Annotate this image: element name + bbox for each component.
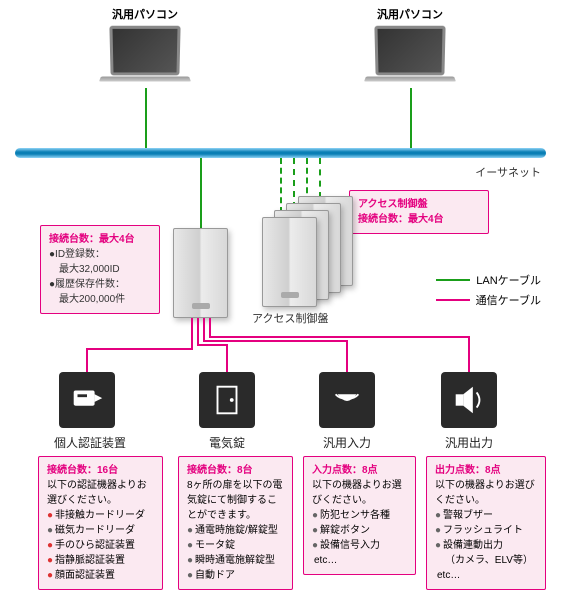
ethernet-bus <box>15 148 546 158</box>
output-label: 汎用出力 <box>419 434 519 451</box>
input-icon <box>319 372 375 428</box>
auth-device-icon <box>59 372 115 428</box>
legend-lan-label: LANケーブル <box>476 272 541 288</box>
lock-label: 電気錠 <box>177 434 277 451</box>
box-auth: 接続台数：16台 以下の認証機器よりお選びください。 非接触カードリーダ 磁気カ… <box>38 456 163 590</box>
laptop-right-label: 汎用パソコン <box>360 6 460 22</box>
lan-line-dotted <box>280 158 282 213</box>
lan-line <box>410 88 412 148</box>
input-label: 汎用入力 <box>297 434 397 451</box>
controller-main-icon <box>173 228 228 318</box>
laptop-left-label: 汎用パソコン <box>95 6 195 22</box>
legend-lan-line <box>436 279 470 281</box>
lan-line-dotted <box>319 158 321 198</box>
box-input: 入力点数：8点 以下の機器よりお選びください。 防犯センサ各種 解錠ボタン 設備… <box>303 456 416 575</box>
lan-line <box>200 158 202 228</box>
box-access-line1: アクセス制御盤 <box>358 197 480 212</box>
comm-line <box>209 336 470 338</box>
comm-line <box>203 340 348 342</box>
legend-lan: LANケーブル <box>436 272 541 288</box>
output-icon <box>441 372 497 428</box>
box-output: 出力点数：8点 以下の機器よりお選びください。 警報ブザー フラッシュライト 設… <box>426 456 546 590</box>
controller-group-label: アクセス制御盤 <box>252 310 328 326</box>
comm-line <box>203 318 205 340</box>
box-left-head: 接続台数：最大4台 <box>49 232 151 247</box>
controller-icon <box>262 217 317 307</box>
ethernet-label: イーサネット <box>475 164 541 180</box>
lan-line <box>145 88 147 148</box>
legend-comm: 通信ケーブル <box>436 292 541 308</box>
laptop-left: 汎用パソコン <box>95 6 195 84</box>
legend-comm-line <box>436 299 470 301</box>
lock-icon <box>199 372 255 428</box>
comm-line <box>209 318 211 336</box>
comm-line <box>226 344 228 372</box>
comm-line <box>197 318 199 344</box>
box-access-line2: 接続台数：最大4台 <box>358 212 480 227</box>
laptop-right: 汎用パソコン <box>360 6 460 84</box>
box-access-controller: アクセス制御盤 接続台数：最大4台 <box>349 190 489 234</box>
lan-line-dotted <box>293 158 295 208</box>
comm-line <box>346 340 348 372</box>
box-lock: 接続台数：8台 8ヶ所の扉を以下の電気錠にて制御することができます。 通電時施錠… <box>178 456 293 590</box>
comm-line <box>197 344 228 346</box>
legend-comm-label: 通信ケーブル <box>476 292 541 308</box>
box-controller-spec: 接続台数：最大4台 ●ID登録数： 最大32,000ID ●履歴保存件数： 最大… <box>40 225 160 314</box>
comm-line <box>191 318 193 348</box>
auth-device-label: 個人認証装置 <box>40 434 140 451</box>
comm-line <box>86 348 193 350</box>
comm-line <box>468 336 470 372</box>
comm-line <box>86 348 88 372</box>
